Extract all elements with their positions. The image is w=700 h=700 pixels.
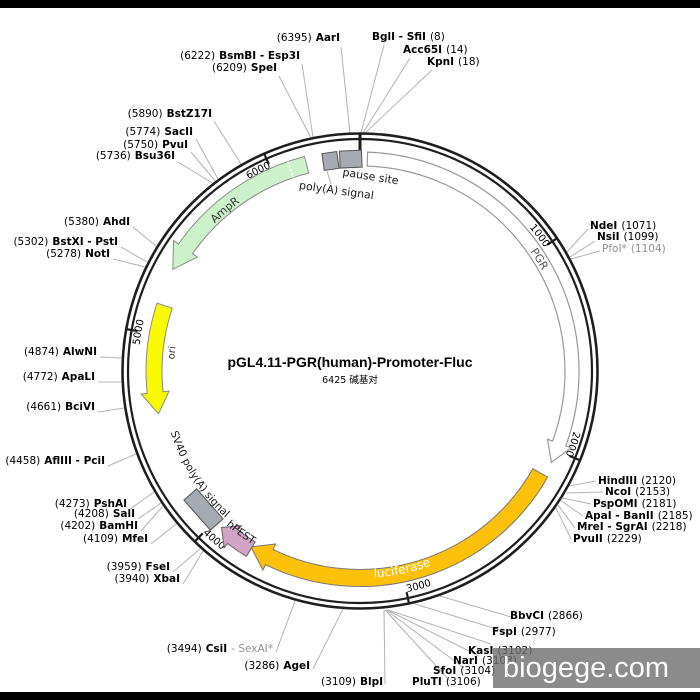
site-label-pshai: (4273) PshAI: [54, 498, 127, 510]
tick-1000: [546, 237, 558, 246]
site-label-fsei: (3959) FseI: [106, 561, 170, 573]
site-label-spei: (6209) SpeI: [211, 62, 277, 74]
top-black-bar: [0, 0, 700, 8]
site-label-blpi: (3109) BlpI: [321, 676, 383, 688]
site-label-kpni: KpnI (18): [427, 56, 480, 68]
site-label-bcivi: (4661) BciVI: [26, 401, 95, 413]
site-label-bgli: BglI - SfiI (8): [372, 31, 445, 43]
site-label-afliii: (4458) AflIII - PciI: [5, 455, 105, 467]
feature-boxes: [183, 149, 363, 531]
plasmid-size: 6425 碱基对: [322, 375, 378, 386]
site-label-xbai: (3940) XbaI: [114, 573, 180, 585]
bottom-black-bar: [0, 692, 700, 700]
site-label-apali: (4772) ApaLI: [22, 371, 95, 383]
site-label-fspi: FspI (2977): [492, 626, 556, 638]
feature-polya-box: [321, 150, 340, 172]
watermark: biogege.com: [493, 648, 700, 688]
site-label-bstxi: (5302) BstXI - PstI: [13, 236, 118, 248]
site-label-bstz17i: (5890) BstZ17I: [127, 108, 212, 120]
site-label-ahdi: (5380) AhdI: [64, 216, 130, 228]
tick-5000: [126, 328, 138, 333]
plasmid-ring-inner: [126, 137, 594, 605]
site-label-nsii: NsiI (1099): [597, 231, 659, 243]
site-label-sfoi: SfoI (3104): [433, 665, 496, 677]
site-label-hindiii: HindIII (2120): [598, 475, 677, 487]
site-label-ncoi: NcoI (2153): [605, 486, 671, 498]
tick-6000: [263, 153, 270, 165]
tick-2000: [569, 454, 581, 462]
site-label-mrei: MreI - SgrAI (2218): [577, 521, 687, 533]
tick-3000: [405, 591, 411, 604]
plasmid-ring-outer: [121, 132, 599, 610]
site-label-alwni: (4874) AlwNI: [23, 346, 97, 358]
site-label-pspomi: PspOMI (2181): [593, 498, 677, 510]
tick-4000: [193, 532, 204, 543]
feature-hpest-arrow: [220, 525, 256, 558]
site-label-noti: (5278) NotI: [46, 248, 110, 260]
feature-sv40-polya-box: [183, 488, 224, 531]
site-label-pvuii: PvuII (2229): [573, 533, 642, 545]
plasmid-title: pGL4.11-PGR(human)-Promoter-Fluc: [227, 354, 473, 370]
pause-site-label: pause site: [342, 166, 400, 188]
feature-ampr-arrow: [172, 155, 310, 271]
site-label-aarl: (6395) AarI: [276, 32, 340, 44]
site-label-bsu36i: (5736) Bsu36I: [95, 150, 175, 162]
leader-lines: [97, 44, 604, 685]
site-label-sali: (4208) SalI: [73, 508, 135, 520]
site-label-agei: (3286) AgeI: [244, 660, 310, 672]
site-label-mfei: (4109) MfeI: [83, 533, 148, 545]
site-label-bamhi: (4202) BamHI: [60, 520, 138, 532]
site-label-bbvci: BbvCI (2866): [510, 610, 583, 622]
site-label-bsmbi: (6222) BsmBI - Esp3I: [180, 50, 300, 62]
site-label-sacii: (5774) SacII: [125, 126, 193, 138]
site-label-pluti: PluTI (3106): [412, 676, 481, 688]
site-label-ndei: NdeI (1071): [590, 220, 657, 232]
feature-pause-site-box: [338, 149, 363, 169]
polya-signal-label: poly(A) signal: [298, 179, 374, 202]
feature-pgr-arrow: [366, 151, 580, 464]
feature-ori-arrow: [140, 302, 173, 415]
tick-label-5000: 5000: [132, 318, 147, 345]
site-label-acc65i: Acc65I (14): [403, 44, 468, 56]
site-label-pfoi: PfoI* (1104): [602, 243, 666, 255]
ori-label: ori: [166, 346, 178, 360]
position-ticks: [126, 133, 581, 604]
site-label-pvui: (5750) PvuI: [123, 139, 188, 151]
site-label-apai: ApaI - BanII (2185): [585, 510, 693, 522]
ampr-segment-divider: [287, 161, 295, 178]
site-label-csii: (3494) CsiI - SexAI*: [166, 643, 273, 655]
